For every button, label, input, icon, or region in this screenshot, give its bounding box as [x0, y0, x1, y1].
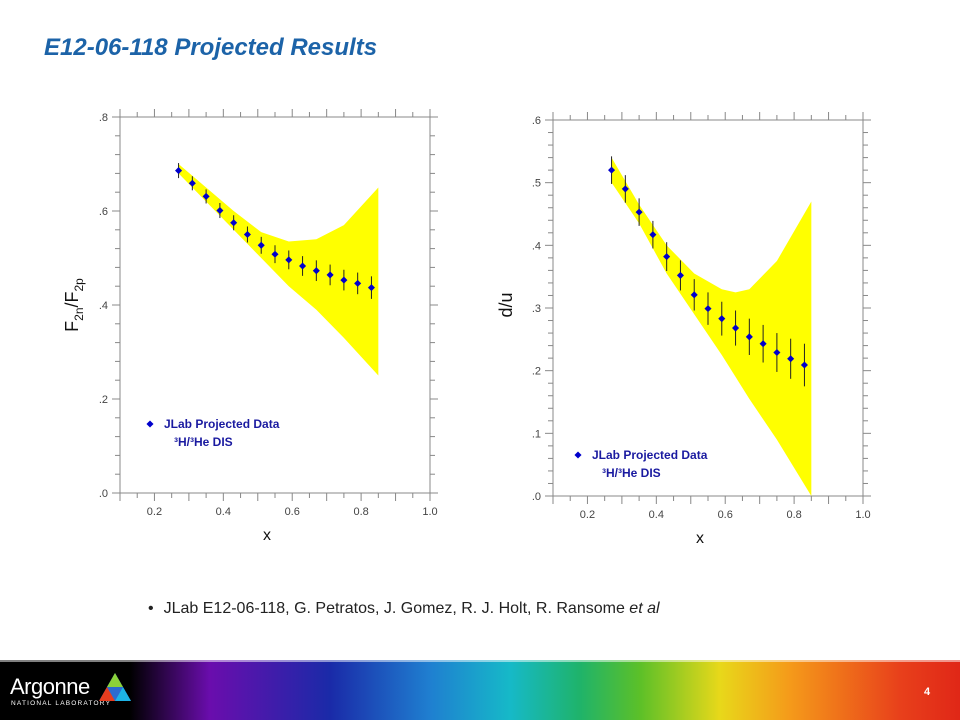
data-point — [216, 206, 224, 215]
citation-italic: et al — [629, 600, 660, 617]
x-axis-label: x — [696, 530, 704, 547]
y-tick-label: .2 — [532, 366, 541, 378]
y-axis-label: F2n/F2p — [62, 278, 86, 332]
x-tick-label: 0.2 — [147, 506, 162, 518]
x-tick-label: 0.6 — [718, 509, 733, 521]
data-point — [800, 361, 808, 369]
data-point — [621, 185, 629, 193]
data-point — [340, 276, 348, 284]
chart-1: 0.2 0.4 0.6 0.8 1.0 .0 .2 .4 .6 .8 x F2n/F2p JLab Pr… — [62, 109, 438, 544]
data-point — [326, 271, 334, 279]
y-tick-label: .1 — [532, 428, 541, 440]
y-tick-label: .6 — [532, 115, 541, 127]
data-point — [745, 333, 753, 341]
legend: JLab Projected Data ³H/³He DIS — [146, 417, 280, 449]
y-tick-label: .4 — [99, 300, 108, 312]
footer-divider — [0, 660, 960, 662]
legend: JLab Projected Data ³H/³He DIS — [574, 448, 708, 480]
y-tick-label: .4 — [532, 240, 541, 252]
y-tick-label: .5 — [532, 178, 541, 190]
logo-text: Argonne — [10, 674, 90, 699]
x-tick-label: 1.0 — [855, 509, 870, 521]
y-tick-label: .2 — [99, 394, 108, 406]
y-axis-label: d/u — [496, 292, 516, 317]
x-tick-label: 0.4 — [216, 506, 231, 518]
slide-title: E12-06-118 Projected Results — [44, 34, 378, 61]
data-point — [787, 355, 795, 363]
data-point — [257, 241, 265, 249]
x-tick-label: 0.4 — [649, 509, 664, 521]
bullet-icon: • — [148, 600, 154, 617]
data-point — [649, 231, 657, 239]
footer-bar: Argonne NATIONAL LABORATORY — [0, 660, 960, 720]
y-tick-label: .6 — [99, 206, 108, 218]
legend-label: JLab Projected Data — [164, 417, 280, 431]
y-tick-label: .0 — [532, 491, 541, 503]
x-tick-label: 0.8 — [353, 506, 368, 518]
citation: • JLab E12-06-118, G. Petratos, J. Gomez,… — [148, 600, 660, 618]
data-point — [202, 192, 210, 200]
data-point — [718, 315, 726, 323]
data-point — [663, 253, 671, 261]
axis-ticks — [112, 109, 438, 501]
data-point — [773, 348, 781, 357]
legend-marker — [574, 451, 582, 459]
axis-ticks — [545, 112, 871, 504]
data-point — [354, 279, 362, 287]
data-point — [299, 262, 307, 270]
argonne-triangle-icon — [99, 673, 131, 701]
legend-subtitle: ³H/³He DIS — [602, 466, 661, 480]
legend-subtitle: ³H/³He DIS — [174, 435, 233, 449]
data-point — [704, 305, 712, 313]
data-point — [230, 219, 238, 227]
uncertainty-band — [611, 157, 812, 496]
data-point — [635, 208, 643, 216]
uncertainty-band — [178, 164, 379, 376]
legend-label: JLab Projected Data — [592, 448, 708, 462]
x-tick-label: 0.6 — [285, 506, 300, 518]
data-point — [243, 230, 251, 239]
data-point — [608, 166, 616, 174]
data-point — [175, 167, 183, 175]
data-point — [188, 179, 196, 187]
x-tick-label: 1.0 — [422, 506, 437, 518]
page-number: 4 — [924, 686, 931, 698]
x-tick-label: 0.2 — [580, 509, 595, 521]
data-point — [312, 267, 320, 275]
argonne-logo: Argonne NATIONAL LABORATORY — [6, 670, 146, 716]
logo-subtitle: NATIONAL LABORATORY — [11, 700, 112, 707]
y-tick-label: .0 — [99, 488, 108, 500]
citation-main: JLab E12-06-118, G. Petratos, J. Gomez, … — [163, 600, 625, 617]
y-tick-label: .3 — [532, 303, 541, 315]
data-point — [676, 271, 684, 279]
plot-frame — [119, 116, 431, 494]
y-tick-label: .8 — [99, 112, 108, 124]
data-point — [732, 324, 740, 332]
data-point — [759, 340, 767, 348]
data-point — [690, 291, 698, 299]
x-axis-label: x — [263, 527, 271, 544]
legend-marker — [146, 420, 154, 428]
charts-canvas: 0.2 0.4 0.6 0.8 1.0 .0 .2 .4 .6 .8 x F2n/F2p JLab Pr… — [62, 109, 871, 547]
x-tick-label: 0.8 — [786, 509, 801, 521]
chart-2: 0.2 0.4 0.6 0.8 1.0 .0 .1 .2 .3 .4 .5 .6 x d/u JLab Pr… — [496, 112, 871, 547]
data-point — [367, 284, 375, 292]
data-point — [285, 256, 293, 264]
